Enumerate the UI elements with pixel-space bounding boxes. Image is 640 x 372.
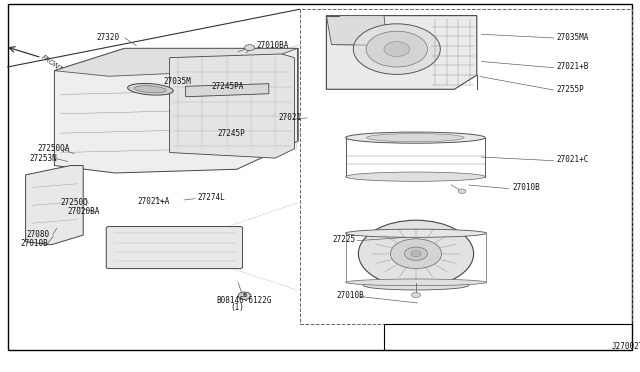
Ellipse shape — [364, 280, 468, 290]
Text: 27250Q: 27250Q — [61, 198, 88, 207]
Ellipse shape — [127, 83, 173, 95]
Text: 27255P: 27255P — [557, 85, 584, 94]
Text: 27021+C: 27021+C — [557, 155, 589, 164]
Circle shape — [390, 239, 442, 269]
Polygon shape — [186, 84, 269, 97]
Ellipse shape — [346, 229, 486, 237]
Text: J27002T1: J27002T1 — [611, 342, 640, 351]
Text: B08146-6122G: B08146-6122G — [216, 296, 272, 305]
Text: 27253N: 27253N — [29, 154, 57, 163]
Text: 27245P: 27245P — [218, 129, 245, 138]
Ellipse shape — [346, 172, 485, 181]
Text: 27010BA: 27010BA — [256, 41, 289, 50]
Polygon shape — [54, 48, 298, 76]
Circle shape — [358, 220, 474, 287]
Circle shape — [458, 189, 466, 193]
Text: 27021+B: 27021+B — [557, 62, 589, 71]
Bar — [300, 9, 632, 324]
Ellipse shape — [367, 134, 464, 142]
Ellipse shape — [134, 86, 166, 93]
Ellipse shape — [346, 132, 485, 143]
Text: 27020BA: 27020BA — [67, 207, 100, 216]
Polygon shape — [170, 54, 294, 158]
Polygon shape — [326, 16, 477, 89]
FancyBboxPatch shape — [106, 227, 243, 269]
Text: 27250QA: 27250QA — [37, 144, 70, 153]
Text: 27035M: 27035M — [163, 77, 191, 86]
Circle shape — [412, 292, 420, 298]
Text: 27274L: 27274L — [197, 193, 225, 202]
Circle shape — [353, 24, 440, 74]
Text: 27225: 27225 — [333, 235, 356, 244]
Polygon shape — [326, 16, 387, 45]
Text: 27021+A: 27021+A — [138, 197, 170, 206]
Text: 27010B: 27010B — [20, 239, 48, 248]
Text: (1): (1) — [230, 303, 244, 312]
Polygon shape — [26, 166, 83, 245]
Circle shape — [238, 292, 251, 299]
Ellipse shape — [346, 279, 486, 286]
Circle shape — [404, 247, 428, 260]
Text: 27320: 27320 — [96, 33, 119, 42]
Text: FRONT: FRONT — [41, 54, 64, 73]
Text: 27021: 27021 — [278, 113, 301, 122]
Text: 27010B: 27010B — [512, 183, 540, 192]
Text: 27080: 27080 — [27, 230, 50, 239]
Text: B: B — [243, 293, 246, 298]
Text: 27245PA: 27245PA — [211, 82, 244, 91]
Text: 27010B: 27010B — [336, 291, 364, 300]
Circle shape — [411, 251, 421, 257]
Circle shape — [366, 31, 428, 67]
Circle shape — [384, 42, 410, 57]
Text: 27035MA: 27035MA — [557, 33, 589, 42]
Polygon shape — [54, 48, 298, 173]
Circle shape — [244, 45, 255, 51]
